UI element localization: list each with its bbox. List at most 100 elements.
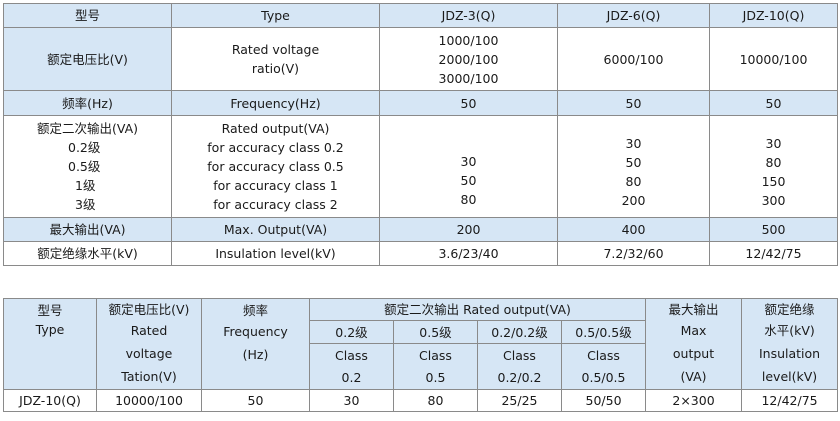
output-label-cn-c3: 1级 (75, 178, 96, 193)
t2-row-c4: 50/50 (560, 389, 647, 412)
t2-ratio-cn: 额定电压比(V) (108, 302, 190, 317)
freq-row: 频率(Hz) Frequency(Hz) 50 50 50 (3, 90, 838, 116)
output-label-cn-c4: 3级 (75, 197, 96, 212)
t2-type-cn: 型号 (37, 303, 63, 318)
header-model-jdz10: JDZ-10(Q) (709, 3, 838, 28)
t2-insul-cn1: 额定绝缘 (764, 302, 815, 317)
t2-ratio-en1: Rated (130, 323, 168, 338)
output-jdz6-1: 30 (625, 135, 642, 151)
t2-output-header: 额定二次输出 Rated output(VA) (308, 298, 647, 321)
freq-jdz10: 50 (709, 90, 838, 116)
ratio-jdz3-3: 3000/100 (438, 70, 499, 86)
t2-max-en3: (VA) (680, 369, 707, 384)
spec-table-jdz10: 型号 Type 额定电压比(V) Rated voltage Tation(V)… (3, 298, 839, 412)
t2-c1-en: Class (309, 343, 394, 367)
output-label-en-title: Rated output(VA) (221, 121, 330, 136)
output-jdz6: 30 50 80 200 (557, 115, 710, 218)
header-row: 型号 Type JDZ-3(Q) JDZ-6(Q) JDZ-10(Q) (3, 3, 838, 28)
insul-jdz6: 7.2/32/60 (557, 241, 710, 266)
output-jdz6-4: 200 (621, 192, 646, 208)
t2-c3-en: Class (477, 343, 562, 367)
output-label-cn: 额定二次输出(VA) 0.2级 0.5级 1级 3级 (3, 115, 172, 218)
header-type-cn: 型号 (3, 3, 172, 28)
t2-row-max: 2×300 (645, 389, 743, 412)
ratio-label-en: Rated voltage ratio(V) (171, 27, 380, 91)
output-label-en-c1: for accuracy class 0.2 (207, 140, 344, 155)
output-label-cn-c2: 0.5级 (68, 159, 101, 174)
t2-c2-val: 0.5 (393, 366, 478, 390)
t2-type-en: Type (35, 322, 65, 337)
output-jdz10-3: 150 (761, 173, 786, 189)
output-label-en-c2: for accuracy class 0.5 (207, 159, 344, 174)
spec-table-main: 型号 Type JDZ-3(Q) JDZ-6(Q) JDZ-10(Q) 额定电压… (3, 3, 838, 266)
t2-row-type: JDZ-10(Q) (3, 389, 97, 412)
t2-header-row4: 0.2 0.5 0.2/0.2 0.5/0.5 (4, 366, 838, 390)
freq-jdz3: 50 (379, 90, 558, 116)
t2-header-row1: 型号 Type 额定电压比(V) Rated voltage Tation(V)… (3, 298, 839, 390)
t2-row-c3: 25/25 (477, 389, 562, 412)
header-type-en: Type (171, 3, 380, 28)
t2-max-en1: Max (680, 323, 707, 338)
output-jdz6-3: 80 (625, 173, 642, 189)
output-jdz3-2: 50 (460, 173, 477, 188)
output-jdz6-2: 50 (625, 154, 642, 170)
output-row: 额定二次输出(VA) 0.2级 0.5级 1级 3级 Rated output(… (3, 115, 838, 218)
t2-type-header: 型号 Type (3, 298, 97, 390)
insul-row: 额定绝缘水平(kV) Insulation level(kV) 3.6/23/4… (3, 241, 838, 266)
freq-label-en: Frequency(Hz) (171, 90, 380, 116)
t2-max-en2: output (672, 346, 715, 361)
insul-jdz10: 12/42/75 (709, 241, 838, 266)
output-label-cn-title: 额定二次输出(VA) (36, 121, 139, 136)
ratio-jdz3-2: 2000/100 (438, 51, 499, 67)
t2-freq-header: 频率 Frequency (Hz) (201, 298, 310, 390)
insul-jdz3: 3.6/23/40 (379, 241, 558, 266)
t2-header-row3: Class Class Class Class (4, 343, 838, 367)
t2-row-freq: 50 (201, 389, 310, 412)
ratio-label-en-line2: ratio(V) (251, 61, 300, 76)
t2-insul-cn2: 水平(kV) (764, 323, 815, 338)
header-model-jdz6: JDZ-6(Q) (557, 3, 710, 28)
max-jdz3: 200 (379, 217, 558, 242)
output-jdz10-4: 300 (761, 192, 786, 208)
max-label-cn: 最大输出(VA) (3, 217, 172, 242)
t2-row-c1: 30 (309, 389, 394, 412)
max-jdz6: 400 (557, 217, 710, 242)
ratio-row: 额定电压比(V) Rated voltage ratio(V) 1000/100… (3, 27, 838, 91)
t2-insul-en2: level(kV) (761, 369, 818, 384)
t2-max-header: 最大输出 Max output (VA) (645, 298, 743, 390)
t2-max-cn: 最大输出 (668, 302, 719, 317)
t2-freq-en2: (Hz) (242, 347, 269, 362)
t2-c3-cn: 0.2/0.2级 (477, 320, 562, 344)
ratio-jdz10: 10000/100 (709, 27, 838, 91)
ratio-jdz6: 6000/100 (557, 27, 710, 91)
max-label-en: Max. Output(VA) (171, 217, 380, 242)
t2-insul-header: 额定绝缘 水平(kV) Insulation level(kV) (741, 298, 839, 390)
max-row: 最大输出(VA) Max. Output(VA) 200 400 500 (3, 217, 838, 242)
t2-row-c2: 80 (393, 389, 478, 412)
t2-c4-val: 0.5/0.5 (560, 366, 647, 390)
t2-header-row2: 0.2级 0.5级 0.2/0.2级 0.5/0.5级 (4, 320, 838, 344)
output-label-en-c3: for accuracy class 1 (213, 178, 338, 193)
t2-c2-cn: 0.5级 (393, 320, 478, 344)
output-label-cn-c1: 0.2级 (68, 140, 101, 155)
output-jdz3-1: 30 (460, 154, 477, 169)
t2-freq-en1: Frequency (223, 324, 288, 339)
t2-c4-en: Class (560, 343, 647, 367)
output-label-en-c4: for accuracy class 2 (213, 197, 338, 212)
t2-c3-val: 0.2/0.2 (477, 366, 562, 390)
t2-c1-val: 0.2 (309, 366, 394, 390)
output-jdz10-2: 80 (765, 154, 782, 170)
output-jdz10: 30 80 150 300 (709, 115, 838, 218)
output-label-en: Rated output(VA) for accuracy class 0.2 … (171, 115, 380, 218)
t2-data-row: JDZ-10(Q) 10000/100 50 30 80 25/25 50/50… (3, 389, 839, 412)
max-jdz10: 500 (709, 217, 838, 242)
ratio-jdz3-1: 1000/100 (438, 32, 499, 48)
t2-c2-en: Class (393, 343, 478, 367)
t2-ratio-header: 额定电压比(V) Rated voltage Tation(V) (96, 298, 202, 390)
t2-row-insul: 12/42/75 (741, 389, 839, 412)
insul-label-en: Insulation level(kV) (171, 241, 380, 266)
freq-label-cn: 频率(Hz) (3, 90, 172, 116)
ratio-label-cn: 额定电压比(V) (3, 27, 172, 91)
ratio-jdz3: 1000/100 2000/100 3000/100 (379, 27, 558, 91)
t2-ratio-en2: voltage (125, 346, 173, 361)
